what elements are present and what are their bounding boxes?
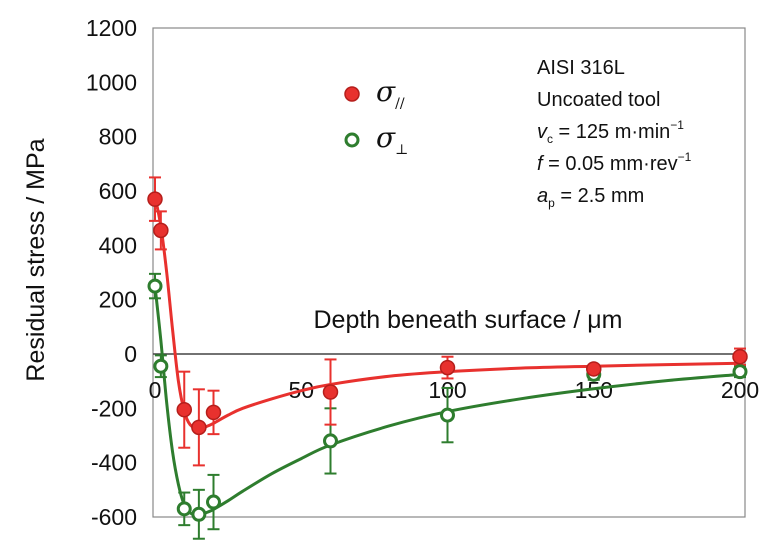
data-point-parallel (205, 404, 222, 421)
y-tick-label: 0 (124, 341, 137, 367)
legend-label-parallel: σ// (376, 75, 405, 112)
y-tick-label: 600 (99, 178, 137, 204)
y-tick-label: 400 (99, 232, 137, 258)
data-point-perpendicular (176, 501, 192, 517)
data-point-parallel (322, 384, 339, 400)
data-point-parallel (176, 401, 192, 418)
y-tick-group: 1200 1000 800 600 400 200 0 -200 -400 -600 (86, 15, 137, 530)
x-tick-label: 0 (149, 377, 162, 403)
legend: σ// σ⊥ (344, 75, 408, 158)
annotation-cutting-speed: vc = 125 m·min−1 (537, 118, 684, 146)
annotation-tool: Uncoated tool (537, 89, 660, 111)
data-point-parallel (191, 419, 207, 436)
plot-frame (152, 27, 746, 518)
data-point-perpendicular (440, 407, 455, 423)
data-point-parallel (147, 191, 163, 207)
data-point-perpendicular (147, 278, 163, 294)
legend-marker-parallel (344, 86, 360, 102)
annotation-material: AISI 316L (537, 57, 625, 79)
data-point-perpendicular (153, 358, 169, 374)
fit-curve-parallel (153, 196, 741, 431)
y-tick-label: 200 (99, 287, 137, 313)
x-axis-title: Depth beneath surface / μm (313, 306, 622, 334)
data-point-parallel (586, 361, 602, 377)
y-tick-label: 800 (99, 124, 137, 150)
data-point-perpendicular (191, 506, 207, 522)
fit-curve-perpendicular (153, 285, 741, 517)
x-tick-label: 200 (721, 377, 759, 403)
y-tick-label: -600 (91, 504, 137, 530)
legend-label-perpendicular: σ⊥ (376, 121, 408, 158)
legend-marker-perpendicular (344, 132, 360, 148)
data-point-parallel (439, 359, 456, 376)
data-point-perpendicular (206, 494, 221, 510)
data-point-perpendicular (323, 433, 338, 449)
data-point-parallel (732, 348, 748, 365)
y-tick-label: -400 (91, 450, 137, 476)
y-axis-title: Residual stress / MPa (22, 138, 50, 381)
y-tick-label: -200 (91, 395, 137, 421)
fit-curves (153, 196, 741, 517)
error-bars (149, 176, 746, 540)
data-point-perpendicular (732, 364, 748, 380)
data-point-parallel (153, 222, 169, 239)
conditions-annotation: AISI 316L Uncoated tool vc = 125 m·min−1… (537, 57, 692, 210)
y-tick-label: 1200 (86, 15, 137, 41)
data-points (147, 191, 748, 522)
y-tick-label: 1000 (86, 69, 137, 95)
annotation-feed: f = 0.05 mm·rev−1 (537, 150, 692, 175)
annotation-depth-of-cut: ap = 2.5 mm (537, 185, 644, 210)
